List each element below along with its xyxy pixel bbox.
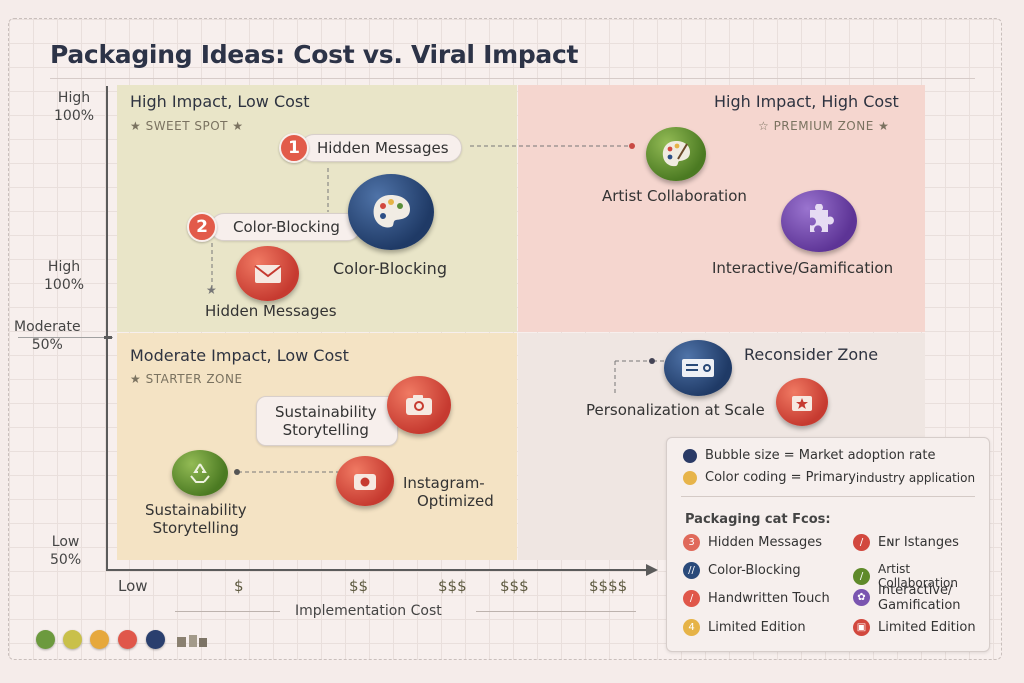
envelope-icon: [253, 264, 282, 283]
moderate-tick: [104, 336, 112, 339]
legend-item-limited-edition: 4 Limited Edition: [683, 619, 806, 636]
quadrant-sub-bl: ★ STARTER ZONE: [130, 372, 243, 386]
numbered-badge-icon: 3: [683, 534, 700, 551]
legend-item-artist-collaboration: / Artist Collaboration: [853, 562, 989, 590]
swatch-olive: [63, 630, 82, 649]
swatch-orange: [90, 630, 109, 649]
y-axis-line: [106, 86, 108, 570]
label-artist-collaboration: Artist Collaboration: [602, 187, 747, 205]
label-interactive-gamification: Interactive/Gamification: [712, 259, 894, 277]
chart-title: Packaging Ideas: Cost vs. Viral Impact: [50, 40, 579, 69]
x-tick-4: $$$: [500, 577, 529, 595]
moderate-tick-line: [18, 337, 113, 338]
quadrant-title-br: Reconsider Zone: [744, 345, 879, 364]
x-tick-3: $$$: [438, 577, 467, 595]
gift-icon: ▣: [853, 619, 870, 636]
pen-icon: /: [683, 590, 700, 607]
quadrant-sub-tl: ★ SWEET SPOT ★: [130, 119, 244, 133]
label-personalization-at-scale: Personalization at Scale: [586, 401, 765, 419]
legend-size-note: Bubble size = Market adoption rate: [683, 448, 935, 463]
x-axis-line: [106, 569, 651, 571]
x-axis-arrow-icon: [646, 564, 658, 576]
legend-color-note: Color coding = Primary industry applicat…: [683, 470, 975, 485]
quadrant-moderate-impact-low-cost: [117, 333, 517, 560]
legend-item-interactive-gamification: ✿ Interactive/Gamification: [853, 583, 961, 613]
axis-title-rule-right: [476, 611, 636, 612]
x-tick-1: $: [234, 577, 244, 595]
x-tick-low: Low: [118, 577, 148, 595]
pill-color-blocking: Color-Blocking: [210, 213, 361, 241]
star-box-icon: [792, 396, 812, 411]
bubble-instagram-optimized[interactable]: [336, 456, 394, 506]
bubble-camera-large[interactable]: [387, 376, 451, 434]
bubble-sustainability[interactable]: [172, 450, 228, 496]
legend-heading: Packaging cat Fcos:: [685, 512, 831, 527]
small-boxes-icon: [177, 635, 207, 647]
y-label-moderate: Moderate 50%: [14, 319, 81, 353]
artist-palette-icon: [662, 141, 690, 167]
instagram-camera-icon: [354, 474, 376, 490]
quadrant-high-impact-high-cost: [518, 85, 925, 332]
legend-divider: [681, 496, 975, 497]
label-sustainability-storytelling: Sustainability Storytelling: [145, 501, 247, 537]
bubble-personalization[interactable]: [664, 340, 732, 396]
label-instagram-optimized: Instagram- Optimized: [403, 474, 494, 510]
legend-item-hidden-messages: 3 Hidden Messages: [683, 534, 822, 551]
legend-item-handwritten-touch: / Handwritten Touch: [683, 590, 830, 607]
quadrant-sub-tr: ☆ PREMIUM ZONE ★: [758, 119, 890, 133]
bubble-limited-edition[interactable]: [776, 378, 828, 426]
pill-sustainability-storytelling: Sustainability Storytelling: [256, 396, 398, 446]
pill-hidden-messages: Hidden Messages: [300, 134, 462, 162]
x-axis-title: Implementation Cost: [295, 603, 442, 619]
id-card-icon: [682, 359, 714, 377]
bubble-color-blocking[interactable]: [348, 174, 434, 250]
y-label-high-1: High 100%: [54, 90, 95, 124]
quadrant-high-impact-low-cost: [117, 85, 517, 332]
legend-item-limited-edition-2: ▣ Limited Edition: [853, 619, 976, 636]
puzzle-icon: [810, 204, 834, 232]
swatch-navy: [146, 630, 165, 649]
color-dot-icon: [683, 470, 697, 485]
stripes-icon: //: [683, 562, 700, 579]
bubble-interactive-gamification[interactable]: [781, 190, 857, 252]
star-marker-icon: ★: [206, 283, 217, 297]
x-tick-5: $$$$: [589, 577, 628, 595]
brush-icon: /: [853, 567, 870, 585]
size-dot-icon: [683, 448, 697, 463]
bubble-hidden-messages[interactable]: [236, 246, 299, 301]
legend-item-2: / Eɴr Istanges: [853, 534, 959, 551]
swatch-green: [36, 630, 55, 649]
slash-icon: /: [853, 534, 870, 551]
y-label-low: Low 50%: [50, 534, 82, 568]
quadrant-title-bl: Moderate Impact, Low Cost: [130, 346, 349, 365]
camera-icon: [406, 395, 432, 415]
bubble-artist-collaboration[interactable]: [646, 127, 706, 181]
palette-icon: [373, 195, 410, 228]
puzzle-small-icon: ✿: [853, 589, 870, 606]
quadrant-title-tl: High Impact, Low Cost: [130, 92, 310, 111]
y-label-high-2: High 100%: [44, 259, 85, 293]
legend-item-color-blocking: //Color-Blocking: [683, 562, 801, 579]
label-hidden-messages: Hidden Messages: [205, 302, 337, 320]
swatch-red: [118, 630, 137, 649]
quadrant-title-tr: High Impact, High Cost: [714, 92, 899, 111]
recycle-icon: [190, 463, 210, 483]
rank-badge-2: 2: [187, 212, 217, 242]
legend-panel: Bubble size = Market adoption rate Color…: [666, 437, 990, 652]
x-tick-2: $$: [349, 577, 369, 595]
rank-badge-1: 1: [279, 133, 309, 163]
axis-title-rule-left: [175, 611, 280, 612]
title-divider: [50, 78, 975, 79]
numbered-badge-4-icon: 4: [683, 619, 700, 636]
label-color-blocking: Color-Blocking: [333, 259, 447, 278]
